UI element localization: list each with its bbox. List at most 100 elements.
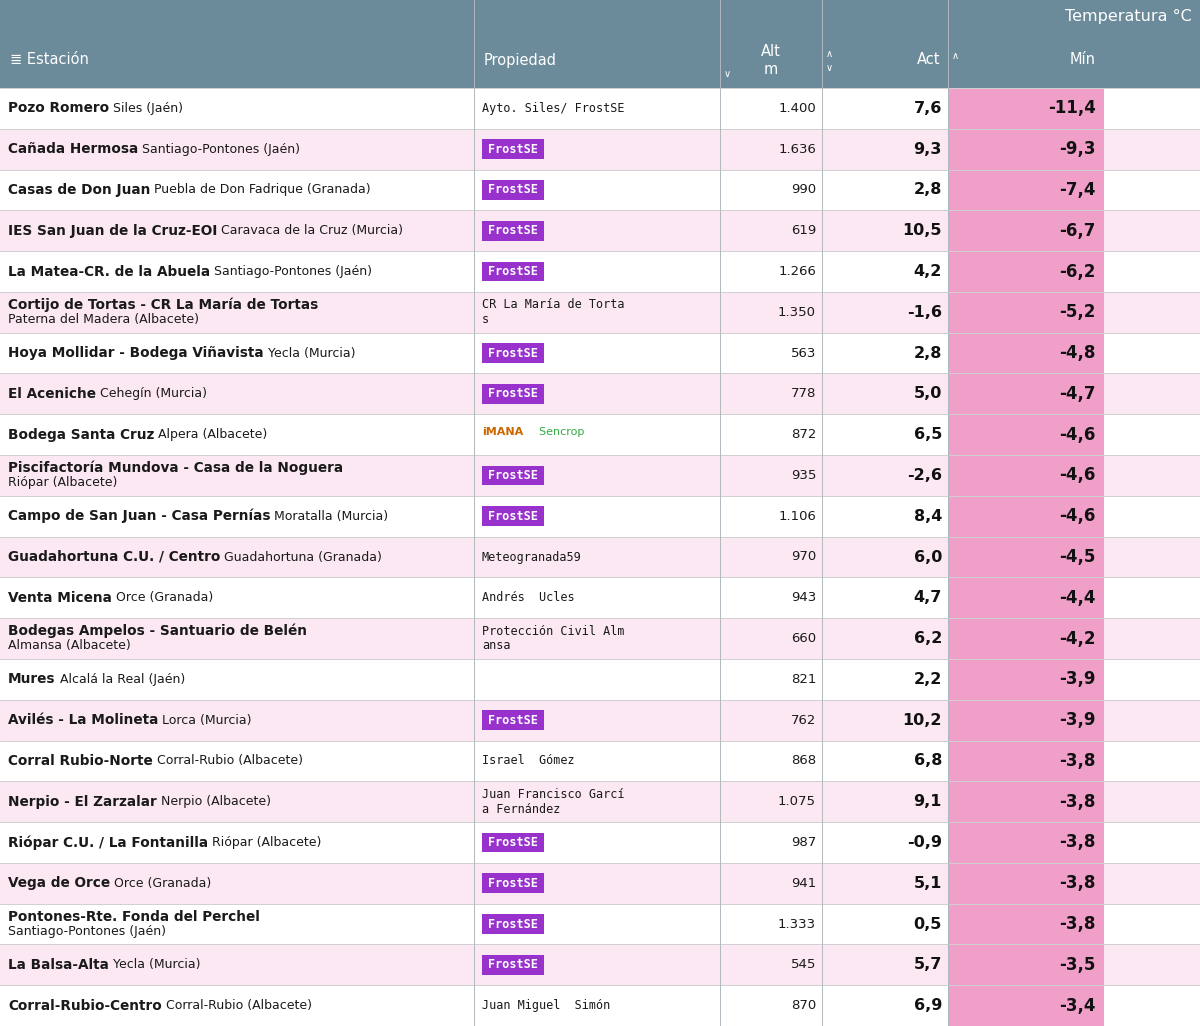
- Bar: [482, 833, 544, 853]
- Text: Cortijo de Tortas - CR La María de Tortas: Cortijo de Tortas - CR La María de Torta…: [8, 298, 318, 312]
- Text: FrostSE: FrostSE: [488, 958, 538, 972]
- Bar: [482, 140, 544, 159]
- Text: 868: 868: [791, 754, 816, 767]
- Bar: [948, 415, 1104, 456]
- Bar: [948, 945, 1104, 985]
- Text: 10,2: 10,2: [902, 713, 942, 727]
- Text: Vega de Orce: Vega de Orce: [8, 876, 110, 891]
- Bar: [948, 88, 1104, 129]
- Text: 1.266: 1.266: [778, 265, 816, 278]
- Text: Casas de Don Juan: Casas de Don Juan: [8, 183, 150, 197]
- Text: Israel  Gómez: Israel Gómez: [482, 754, 575, 767]
- Text: ∨: ∨: [826, 63, 833, 73]
- Bar: [0, 251, 1200, 292]
- Text: Andrés  Ucles: Andrés Ucles: [482, 591, 575, 604]
- Bar: [0, 169, 1200, 210]
- Text: Bodega Santa Cruz: Bodega Santa Cruz: [8, 428, 155, 441]
- Bar: [0, 456, 1200, 496]
- Text: FrostSE: FrostSE: [488, 836, 538, 849]
- Text: 5,7: 5,7: [913, 957, 942, 973]
- Text: -4,6: -4,6: [1060, 507, 1096, 525]
- Bar: [0, 619, 1200, 659]
- Bar: [0, 985, 1200, 1026]
- Bar: [948, 537, 1104, 578]
- Bar: [948, 863, 1104, 904]
- Text: Nerpio - El Zarzalar: Nerpio - El Zarzalar: [8, 795, 157, 808]
- Text: -3,9: -3,9: [1060, 711, 1096, 729]
- Text: IES San Juan de la Cruz-EOI: IES San Juan de la Cruz-EOI: [8, 224, 217, 238]
- Text: Santiago-Pontones (Jaén): Santiago-Pontones (Jaén): [138, 143, 300, 156]
- Text: -4,5: -4,5: [1060, 548, 1096, 566]
- Text: -0,9: -0,9: [907, 835, 942, 850]
- Text: 619: 619: [791, 225, 816, 237]
- Text: Nerpio (Albacete): Nerpio (Albacete): [157, 795, 271, 808]
- Text: FrostSE: FrostSE: [488, 388, 538, 400]
- Text: ansa: ansa: [482, 639, 510, 653]
- Text: -9,3: -9,3: [1060, 141, 1096, 158]
- Text: FrostSE: FrostSE: [488, 143, 538, 156]
- Text: 6,5: 6,5: [913, 427, 942, 442]
- Bar: [0, 373, 1200, 415]
- Text: 1.075: 1.075: [778, 795, 816, 808]
- Bar: [0, 496, 1200, 537]
- Bar: [0, 537, 1200, 578]
- Text: Caravaca de la Cruz (Murcia): Caravaca de la Cruz (Murcia): [217, 225, 403, 237]
- Text: Protección Civil Alm: Protección Civil Alm: [482, 625, 624, 638]
- Bar: [948, 456, 1104, 496]
- Bar: [482, 262, 544, 281]
- Text: FrostSE: FrostSE: [488, 714, 538, 726]
- Text: 9,1: 9,1: [913, 794, 942, 810]
- Text: -7,4: -7,4: [1060, 181, 1096, 199]
- Bar: [948, 741, 1104, 782]
- Bar: [0, 822, 1200, 863]
- Bar: [0, 88, 1200, 129]
- Bar: [482, 181, 544, 200]
- Bar: [482, 344, 544, 363]
- Bar: [948, 659, 1104, 700]
- Text: Santiago-Pontones (Jaén): Santiago-Pontones (Jaén): [8, 924, 166, 938]
- Text: Yecla (Murcia): Yecla (Murcia): [264, 347, 355, 359]
- Text: 935: 935: [791, 469, 816, 482]
- Bar: [482, 466, 544, 485]
- Text: Paterna del Madera (Albacete): Paterna del Madera (Albacete): [8, 313, 199, 326]
- Bar: [948, 985, 1104, 1026]
- Text: 821: 821: [791, 673, 816, 685]
- Text: ∧: ∧: [826, 49, 833, 60]
- Text: 987: 987: [791, 836, 816, 849]
- Bar: [0, 292, 1200, 332]
- Text: 10,5: 10,5: [902, 224, 942, 238]
- Bar: [948, 332, 1104, 373]
- Text: -4,6: -4,6: [1060, 467, 1096, 484]
- Text: 5,1: 5,1: [913, 876, 942, 891]
- Text: -4,7: -4,7: [1060, 385, 1096, 403]
- Bar: [0, 700, 1200, 741]
- Bar: [948, 251, 1104, 292]
- Bar: [482, 873, 544, 893]
- Bar: [948, 782, 1104, 822]
- Bar: [948, 373, 1104, 415]
- Bar: [948, 292, 1104, 332]
- Text: FrostSE: FrostSE: [488, 347, 538, 359]
- Text: -3,9: -3,9: [1060, 670, 1096, 688]
- Text: Corral-Rubio (Albacete): Corral-Rubio (Albacete): [152, 754, 302, 767]
- Bar: [948, 700, 1104, 741]
- Text: Orce (Granada): Orce (Granada): [112, 591, 214, 604]
- Text: FrostSE: FrostSE: [488, 225, 538, 237]
- Text: Temperatura °C: Temperatura °C: [1066, 8, 1192, 24]
- Text: 0,5: 0,5: [913, 916, 942, 932]
- Text: FrostSE: FrostSE: [488, 510, 538, 522]
- Text: 2,2: 2,2: [913, 672, 942, 686]
- Text: Guadahortuna (Granada): Guadahortuna (Granada): [221, 551, 383, 563]
- Bar: [948, 822, 1104, 863]
- Text: Venta Micena: Venta Micena: [8, 591, 112, 604]
- Text: 4,7: 4,7: [913, 590, 942, 605]
- Text: FrostSE: FrostSE: [488, 877, 538, 890]
- Text: -3,8: -3,8: [1060, 833, 1096, 852]
- Bar: [0, 741, 1200, 782]
- Text: 545: 545: [791, 958, 816, 972]
- Text: 8,4: 8,4: [913, 509, 942, 523]
- Text: 6,0: 6,0: [913, 550, 942, 564]
- Bar: [0, 0, 1200, 32]
- Text: 778: 778: [791, 388, 816, 400]
- Text: Siles (Jaén): Siles (Jaén): [109, 102, 184, 115]
